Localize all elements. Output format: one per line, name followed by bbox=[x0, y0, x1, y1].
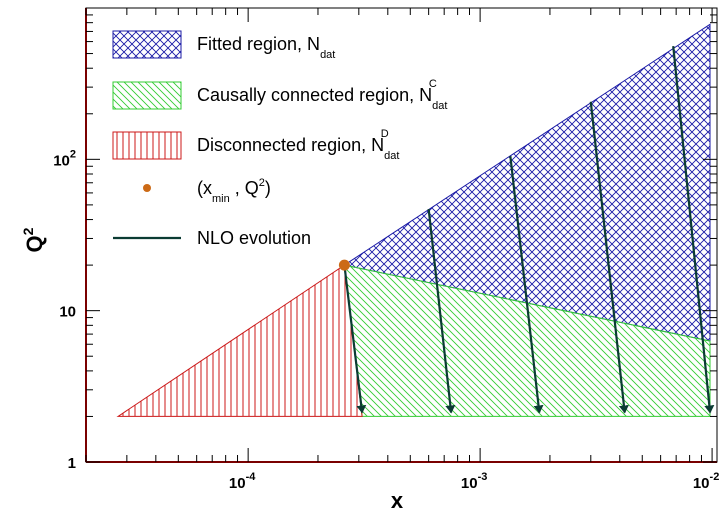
point-layer bbox=[338, 259, 350, 271]
legend-sub: dat bbox=[320, 49, 335, 61]
x-tick-label: 10-4 bbox=[229, 471, 256, 492]
x-tick-label-exp: -2 bbox=[710, 471, 720, 483]
evolution-line-3 bbox=[509, 156, 544, 414]
legend-tail-pre: , Q bbox=[230, 178, 259, 198]
y-tick-label: 1 bbox=[68, 455, 76, 472]
x-tick-label-base: 10 bbox=[229, 475, 246, 492]
y-axis-title-sup: 2 bbox=[20, 227, 36, 235]
x-axis-title: x bbox=[391, 488, 404, 512]
legend-sub: dat bbox=[432, 100, 447, 112]
legend-sub: min bbox=[212, 193, 230, 205]
y-axis-title-main: Q bbox=[22, 235, 47, 252]
legend-swatch-disconnected bbox=[112, 131, 182, 160]
x-tick-label-base: 10 bbox=[461, 475, 478, 492]
legend-text: Disconnected region, N bbox=[197, 135, 384, 155]
legend-swatch-causal bbox=[112, 81, 182, 110]
legend-tail-post: ) bbox=[265, 178, 271, 198]
legend-label-point: (xmin , Q2) bbox=[197, 177, 271, 205]
evolution-line-2 bbox=[427, 208, 456, 414]
x-tick-label-exp: -3 bbox=[478, 471, 488, 483]
legend-label-fitted: Fitted region, Ndat bbox=[197, 34, 335, 61]
legend-label-causal: Causally connected region, Ndat C bbox=[197, 78, 447, 112]
x-tick-label-base: 10 bbox=[693, 475, 710, 492]
legend-swatch-point bbox=[143, 184, 151, 192]
regions-layer bbox=[116, 23, 711, 417]
legend-text: Fitted region, N bbox=[197, 34, 320, 54]
evolution-line-1 bbox=[343, 264, 367, 414]
evolution-lines-layer bbox=[343, 45, 715, 414]
legend-text: NLO evolution bbox=[197, 228, 311, 248]
region-disconnected bbox=[116, 264, 363, 417]
axes-layer bbox=[85, 7, 718, 463]
legend-text: (x bbox=[197, 178, 212, 198]
legend-sup: D bbox=[381, 128, 389, 140]
x-tick-label-exp: -4 bbox=[246, 471, 257, 483]
x-tick-label: 10-3 bbox=[461, 471, 487, 492]
evolution-line-5 bbox=[672, 45, 715, 414]
legend-sub: dat bbox=[384, 150, 399, 162]
y-tick-label: 102 bbox=[53, 148, 76, 169]
legend-sup: C bbox=[429, 78, 437, 90]
evolution-line-4 bbox=[589, 101, 629, 414]
y-axis-title: Q2 bbox=[20, 227, 47, 252]
y-tick-label: 10 bbox=[59, 304, 76, 321]
legend-label-evolution: NLO evolution bbox=[197, 228, 311, 248]
legend-label-disconnected: Disconnected region, Ndat D bbox=[197, 128, 399, 162]
legend-text: Causally connected region, N bbox=[197, 85, 432, 105]
legend-tail-sup: 2 bbox=[259, 177, 265, 189]
y-tick-label-exp: 2 bbox=[70, 148, 76, 160]
x-tick-label: 10-2 bbox=[693, 471, 719, 492]
legend-swatch-fitted bbox=[112, 30, 182, 59]
y-tick-label-base: 10 bbox=[53, 152, 70, 169]
xmin-point bbox=[338, 259, 350, 271]
